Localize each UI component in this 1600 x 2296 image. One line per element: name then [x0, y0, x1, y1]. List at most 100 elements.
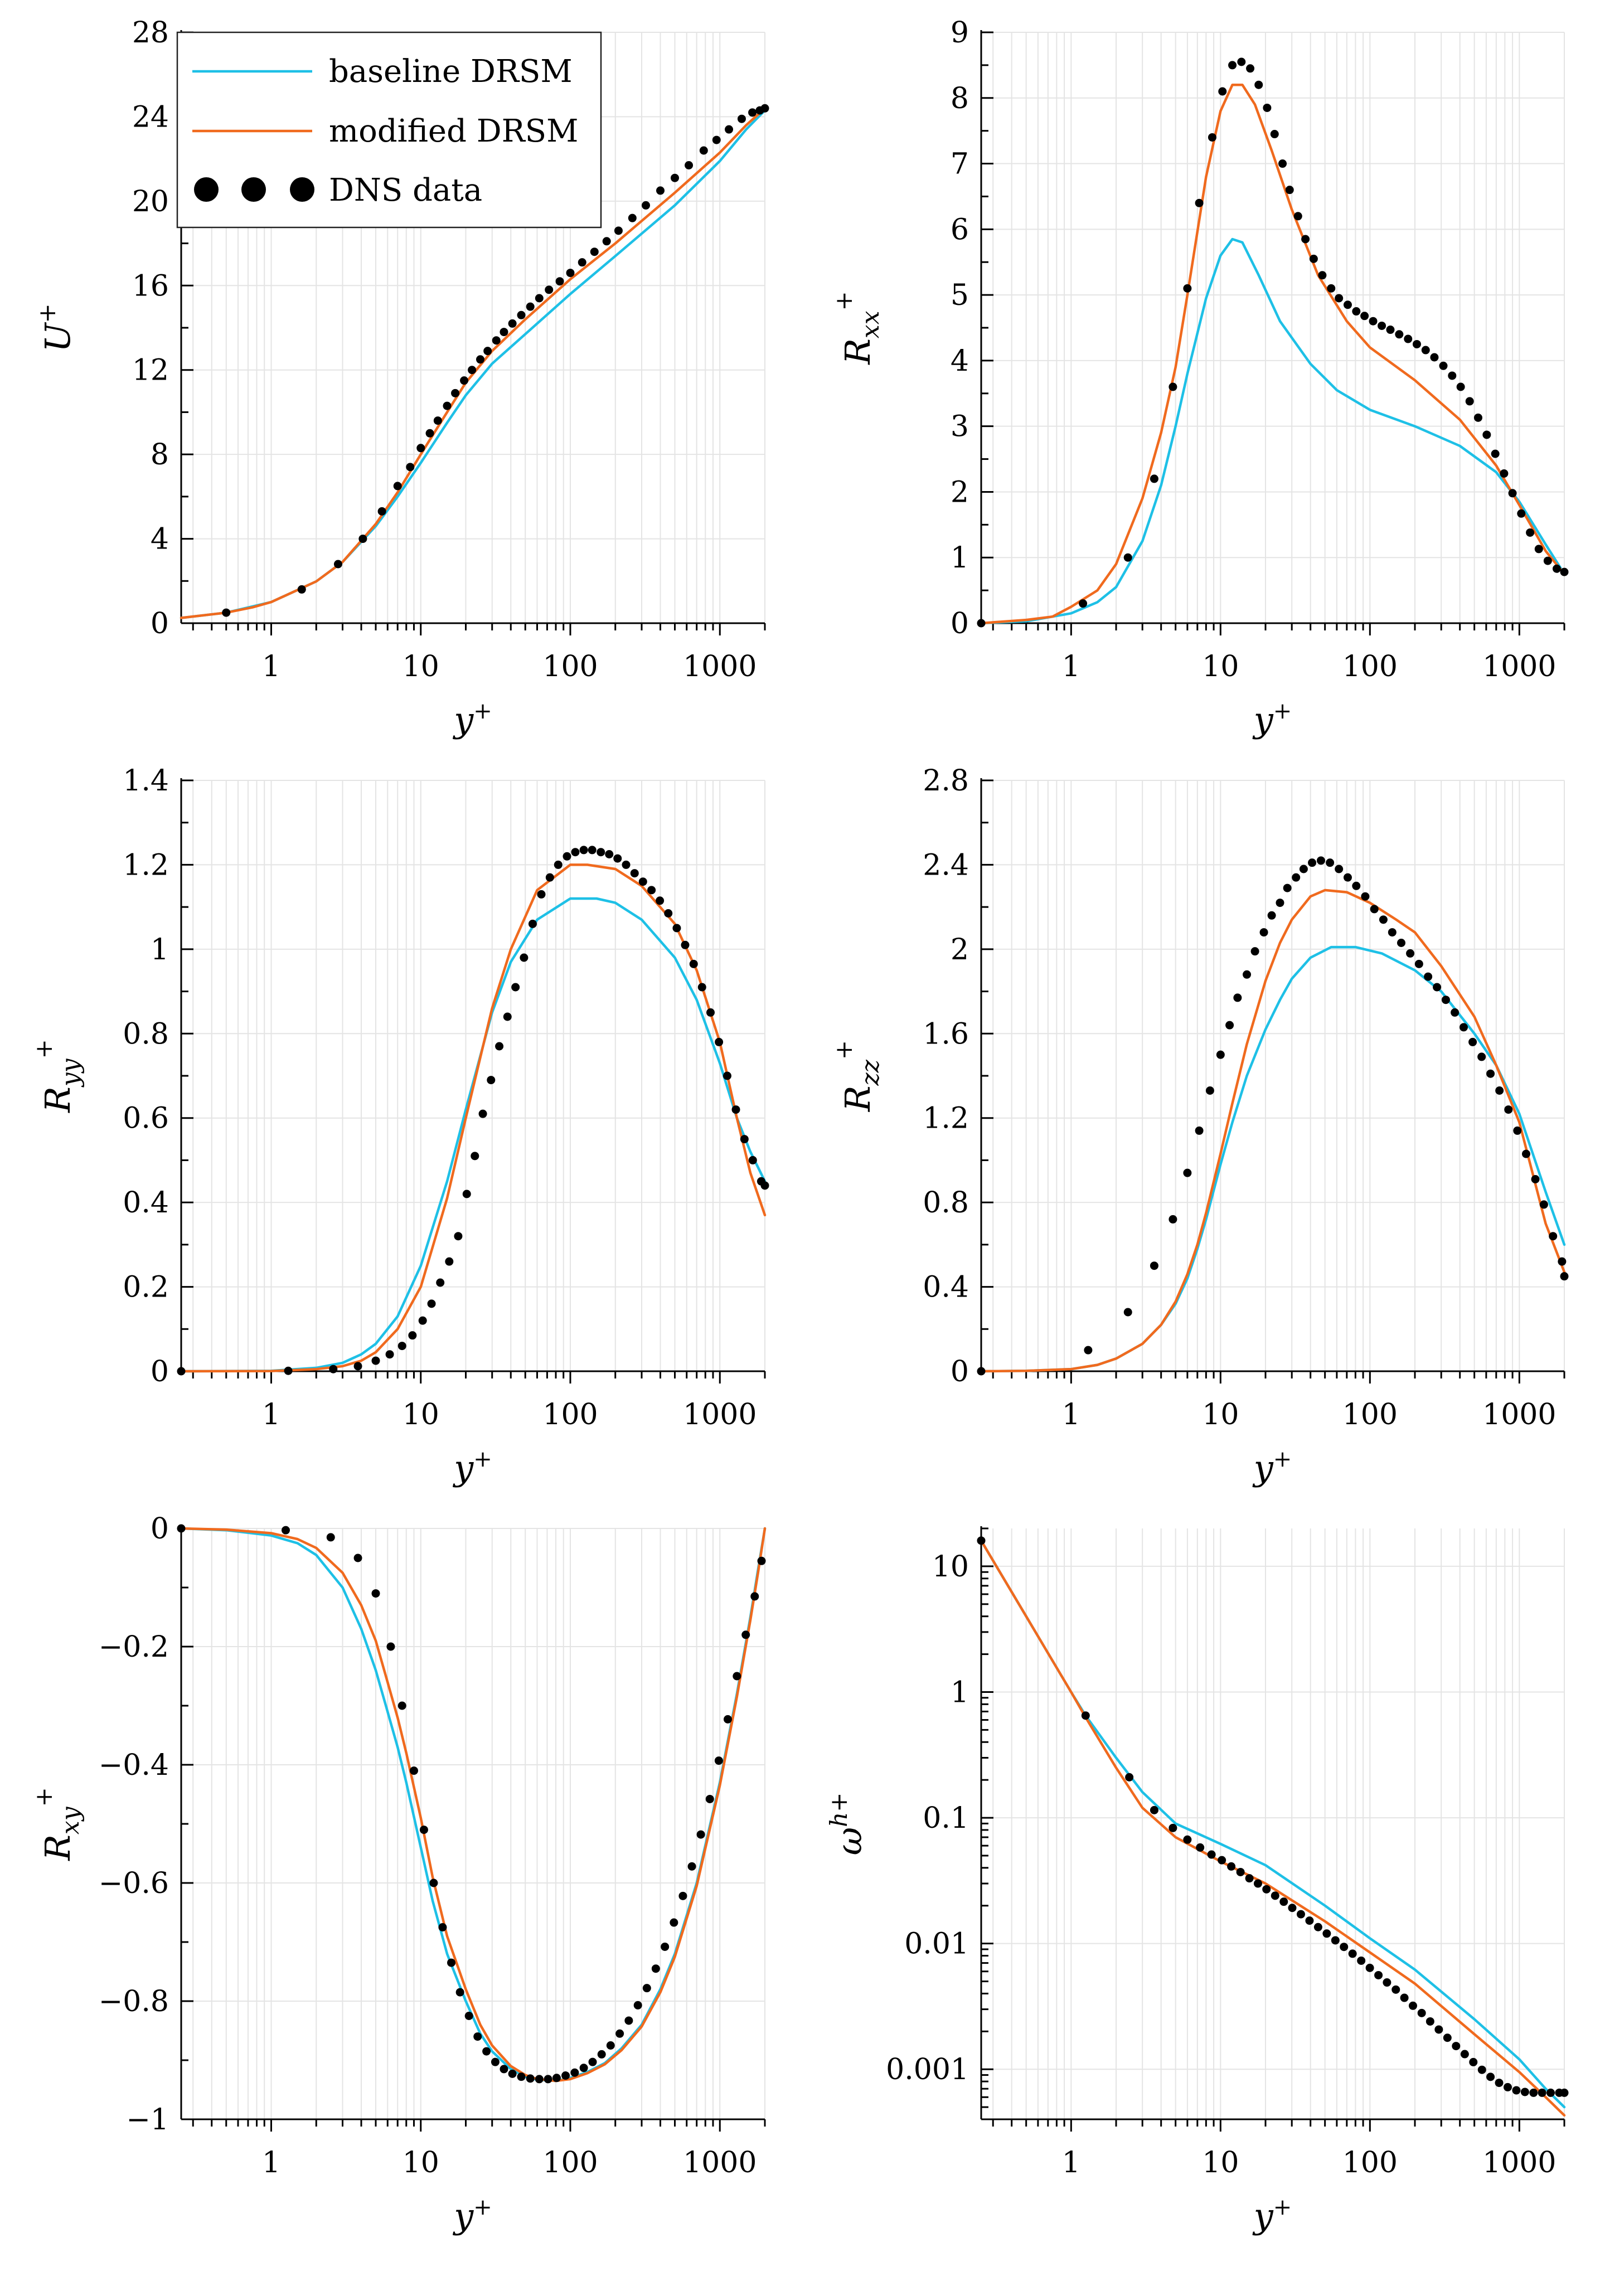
dns-data-point	[447, 1958, 456, 1967]
dns-data-point	[409, 1766, 418, 1775]
y-tick-label: 12	[132, 354, 169, 387]
dns-data-point	[419, 1826, 428, 1834]
dns-data-point	[1469, 2057, 1478, 2066]
y-tick-label: 10	[932, 1550, 969, 1584]
grid-lines	[981, 32, 1565, 624]
dns-data-point	[1343, 300, 1352, 309]
dns-data-point	[699, 146, 708, 155]
x-tick-label: 10	[403, 650, 439, 683]
dns-data-point	[687, 1862, 696, 1871]
dns-data-point	[1421, 346, 1430, 355]
dns-data-point	[712, 135, 721, 144]
dns-data-point	[1196, 1843, 1205, 1852]
dns-data-point	[1400, 1993, 1409, 2002]
y-tick-label: 1.4	[123, 764, 169, 798]
y-tick-label: 0.1	[923, 1802, 969, 1835]
dns-data-point	[579, 2064, 588, 2072]
y-tick-label: 4	[951, 344, 969, 378]
dns-data-point	[685, 161, 694, 169]
dns-data-point	[554, 860, 563, 869]
x-tick-label: 10	[403, 2146, 439, 2179]
dns-data-point	[1534, 545, 1543, 554]
dns-data-point	[397, 1342, 406, 1351]
x-axis-label: y+	[1252, 698, 1292, 740]
plot-area	[977, 57, 1569, 628]
grid-lines	[181, 780, 765, 1372]
x-tick-label: 10	[1202, 1398, 1239, 1431]
dns-data-point	[661, 1942, 670, 1951]
y-tick-label: 0	[951, 1355, 969, 1389]
y-tick-label: 0	[951, 607, 969, 640]
dns-data-point	[1207, 1850, 1216, 1859]
dns-data-point	[628, 213, 637, 222]
dns-data-point	[1558, 1257, 1567, 1266]
dns-data-point	[1205, 1086, 1214, 1095]
dns-data-point	[670, 1918, 678, 1927]
dns-data-point	[1218, 1856, 1226, 1865]
y-tick-label: 0.8	[123, 1017, 169, 1051]
dns-data-point	[1150, 1805, 1158, 1814]
dns-data-point	[1500, 469, 1509, 478]
dns-data-point	[1225, 1021, 1234, 1030]
dns-data-point	[1374, 1970, 1383, 1979]
y-tick-label: 2.8	[923, 764, 969, 798]
dns-data-point	[1417, 2008, 1426, 2017]
dns-data-point	[597, 2050, 606, 2059]
dns-data-point	[1254, 80, 1263, 89]
x-axis-label: y+	[1252, 1446, 1292, 1488]
x-tick-label: 1000	[683, 650, 757, 683]
y-tick-label: 24	[132, 100, 169, 134]
y-tick-label: −1	[126, 2103, 169, 2137]
dns-data-point	[1370, 905, 1379, 914]
chart-panel-rxy: 1 10 100 1000 −1 −0.8 −0.6 −0.4 −0.2 0 y+ Rxy+	[30, 1512, 767, 2236]
dns-data-point	[1404, 334, 1413, 343]
y-axis-label: Ryy+	[30, 1039, 85, 1113]
dns-data-point	[723, 1715, 732, 1724]
dns-data-point	[1495, 1086, 1504, 1095]
dns-data-point	[281, 1526, 290, 1535]
dns-data-point	[1081, 1711, 1090, 1720]
dns-data-point	[723, 1071, 731, 1080]
dns-data-point	[427, 1299, 436, 1308]
dns-data-point	[526, 2074, 535, 2083]
dns-data-point	[1218, 87, 1227, 96]
dns-data-point	[443, 401, 452, 410]
y-tick-label: 0	[151, 1512, 169, 1546]
dns-data-point	[705, 1794, 714, 1803]
dns-data-point	[733, 1672, 741, 1681]
x-tick-label: 100	[542, 1398, 598, 1431]
dns-data-point	[1327, 284, 1336, 293]
series-line-modified	[180, 863, 767, 1373]
dns-data-point	[500, 328, 508, 337]
dns-data-point	[656, 896, 665, 905]
dns-data-point	[737, 114, 746, 123]
x-tick-label: 100	[542, 2146, 598, 2179]
dns-data-point	[1357, 1956, 1366, 1965]
dns-data-point	[1549, 1232, 1558, 1241]
dns-data-point	[1369, 317, 1378, 326]
dns-data-point	[508, 319, 517, 328]
legend-swatch-dns-marker	[241, 177, 266, 202]
dns-data-point	[511, 983, 520, 992]
dns-data-point	[1365, 1963, 1374, 1972]
x-tick-label: 100	[542, 650, 598, 683]
dns-data-point	[1473, 413, 1482, 422]
dns-data-point	[1293, 212, 1302, 221]
dns-data-point	[748, 108, 757, 117]
dns-data-point	[651, 1964, 660, 1973]
x-tick-label: 1000	[1482, 650, 1556, 683]
y-tick-label: 1	[151, 933, 169, 967]
dns-data-point	[1508, 489, 1517, 498]
y-tick-label: 1	[951, 541, 969, 575]
dns-data-point	[492, 336, 501, 345]
dns-data-point	[561, 2071, 570, 2080]
y-tick-label: −0.4	[99, 1749, 169, 1782]
dns-data-point	[706, 1008, 715, 1017]
grid-lines	[981, 1528, 1565, 2119]
x-axis-label: y+	[452, 2195, 492, 2236]
dns-data-point	[1495, 2079, 1504, 2088]
dns-data-point	[1313, 1923, 1322, 1931]
dns-data-point	[725, 125, 734, 134]
dns-data-point	[495, 1042, 504, 1051]
